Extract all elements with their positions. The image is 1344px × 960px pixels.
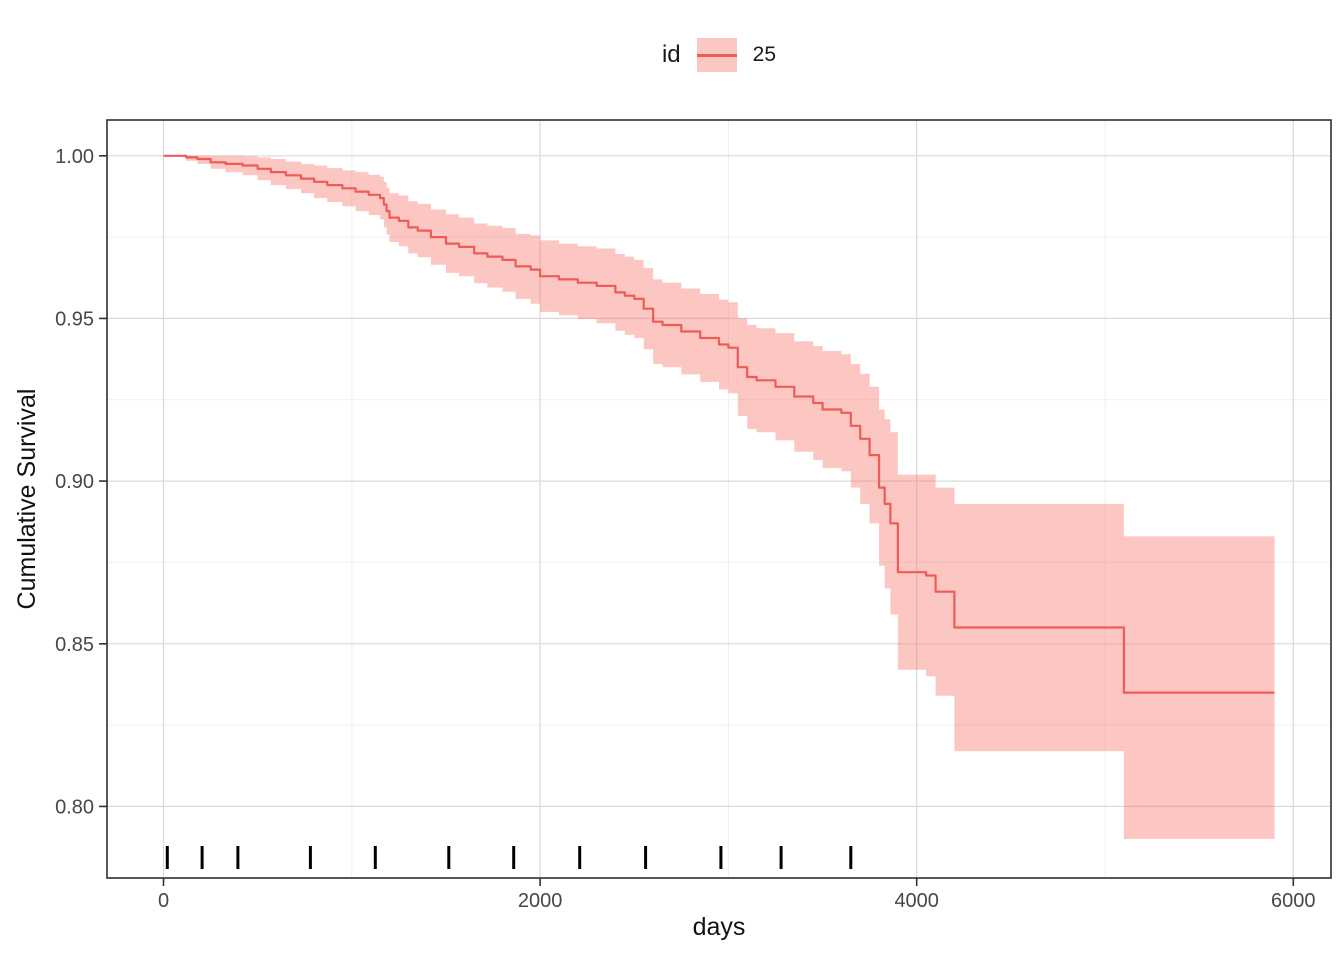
y-tick-label: 0.95 xyxy=(55,308,94,330)
rug-marks xyxy=(165,846,853,869)
grid-major xyxy=(107,120,1331,878)
survival-step-line xyxy=(163,154,1275,694)
confidence-ribbon xyxy=(163,155,1275,840)
x-tick-label: 2000 xyxy=(518,890,563,912)
y-tick-label: 0.85 xyxy=(55,634,94,656)
y-tick-label: 1.00 xyxy=(55,146,94,168)
x-tick-label: 0 xyxy=(158,890,169,912)
legend-key-ribbon-swatch xyxy=(696,38,737,72)
panel-border xyxy=(106,119,1332,879)
y-axis-title: Cumulative Survival xyxy=(13,388,41,610)
legend: id 25 xyxy=(107,36,1331,74)
x-tick-label: 4000 xyxy=(894,890,939,912)
y-tick-label: 0.90 xyxy=(55,471,94,493)
x-tick-label: 6000 xyxy=(1271,890,1316,912)
grid-minor xyxy=(107,120,1331,878)
legend-key-line-icon xyxy=(696,53,737,57)
x-axis-title: days xyxy=(692,913,746,941)
panel-background xyxy=(107,120,1331,878)
axis-ticks xyxy=(99,155,1295,886)
legend-title: id xyxy=(661,41,681,68)
y-tick-label: 0.80 xyxy=(55,796,94,818)
legend-entry-label: 25 xyxy=(752,43,777,66)
